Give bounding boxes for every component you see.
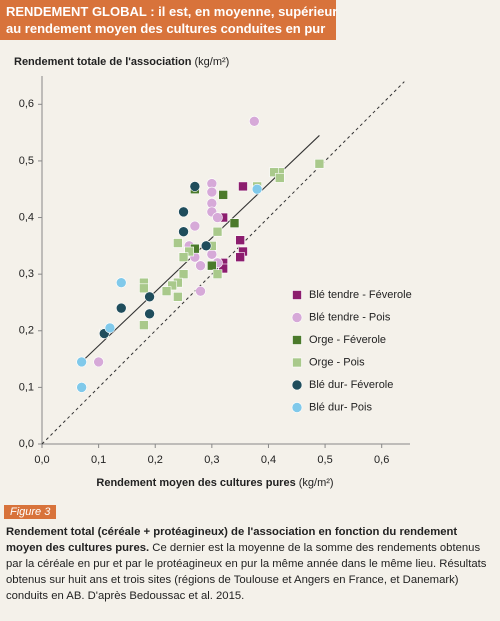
caption-bold: Rendement total (céréale + protéagineux)… (6, 526, 458, 554)
legend-marker (292, 335, 302, 345)
point (195, 285, 206, 297)
point (178, 206, 189, 218)
point (184, 246, 194, 257)
header: RENDEMENT GLOBAL : il est, en moyenne, s… (0, 0, 338, 40)
point (93, 356, 104, 368)
legend-marker (291, 379, 303, 391)
x-tick-label: 0,1 (91, 454, 106, 466)
header-line: au rendement moyen des cultures conduite… (6, 21, 326, 36)
point (178, 226, 189, 237)
legend-marker (292, 357, 302, 368)
x-tick-label: 0,5 (317, 454, 332, 466)
y-axis-title: Rendement totale de l'association (kg/m²… (14, 56, 229, 68)
point (115, 277, 127, 288)
x-axis-title: Rendement moyen des cultures pures (kg/m… (96, 477, 333, 489)
point (144, 291, 155, 303)
legend-marker (291, 402, 303, 413)
point (274, 173, 285, 183)
y-tick-label: 0,0 (19, 438, 34, 450)
point (161, 286, 172, 296)
y-axis-label: Rendement totale de l'association (14, 56, 192, 68)
header-line: RENDEMENT GLOBAL : il est, en moyenne, s… (6, 4, 338, 19)
point (189, 220, 201, 232)
point (195, 260, 206, 271)
point (235, 252, 245, 262)
caption: Rendement total (céréale + protéagineux)… (6, 524, 494, 604)
x-tick-label: 0,6 (374, 454, 389, 466)
point (235, 235, 245, 245)
legend-label: Orge - Féverole (309, 334, 386, 346)
y-tick-label: 0,1 (19, 381, 34, 393)
point (173, 238, 183, 248)
point (212, 212, 223, 223)
legend-marker (292, 290, 302, 300)
point (314, 158, 325, 169)
point (167, 280, 178, 291)
caption-text: Ce dernier est la moyenne de la somme de… (6, 542, 487, 602)
point (238, 181, 248, 192)
point (189, 181, 201, 192)
point (218, 263, 228, 274)
x-tick-label: 0,0 (34, 454, 49, 466)
point (206, 249, 218, 260)
legend-marker (291, 312, 303, 323)
x-tick-label: 0,2 (148, 454, 163, 466)
point (212, 269, 223, 279)
legend-label: Blé dur- Pois (309, 401, 372, 413)
point (206, 186, 218, 198)
point (139, 320, 149, 330)
legend-label: Blé tendre - Féverole (309, 289, 412, 301)
reference-line (41, 81, 405, 445)
y-tick-label: 0,5 (19, 155, 34, 167)
point (115, 302, 127, 314)
legend-label: Orge - Pois (309, 356, 365, 368)
legend-label: Blé dur- Féverole (309, 379, 393, 391)
x-axis-unit: (kg/m²) (299, 477, 334, 489)
y-tick-label: 0,4 (19, 211, 34, 223)
y-tick-label: 0,3 (19, 268, 34, 280)
point (212, 226, 223, 237)
point (207, 260, 217, 271)
point (200, 240, 212, 252)
point (269, 167, 279, 178)
chart: Rendement totale de l'association (kg/m²… (14, 56, 412, 489)
x-axis-label: Rendement moyen des cultures pures (96, 477, 295, 489)
point (173, 292, 183, 302)
point (249, 115, 260, 127)
point (76, 356, 87, 368)
point (218, 190, 228, 200)
point (178, 252, 189, 262)
x-tick-label: 0,4 (261, 454, 276, 466)
point (139, 283, 149, 294)
y-tick-label: 0,2 (19, 325, 34, 337)
y-axis-unit: (kg/m²) (195, 56, 230, 68)
point (76, 382, 87, 393)
point (251, 183, 263, 195)
point (178, 269, 189, 279)
figure-label: Figure 3 (4, 505, 57, 519)
x-tick-label: 0,3 (204, 454, 219, 466)
point (104, 322, 116, 334)
point (144, 308, 155, 320)
point (229, 218, 240, 228)
y-tick-label: 0,6 (19, 98, 34, 110)
legend-label: Blé tendre - Pois (309, 311, 391, 323)
